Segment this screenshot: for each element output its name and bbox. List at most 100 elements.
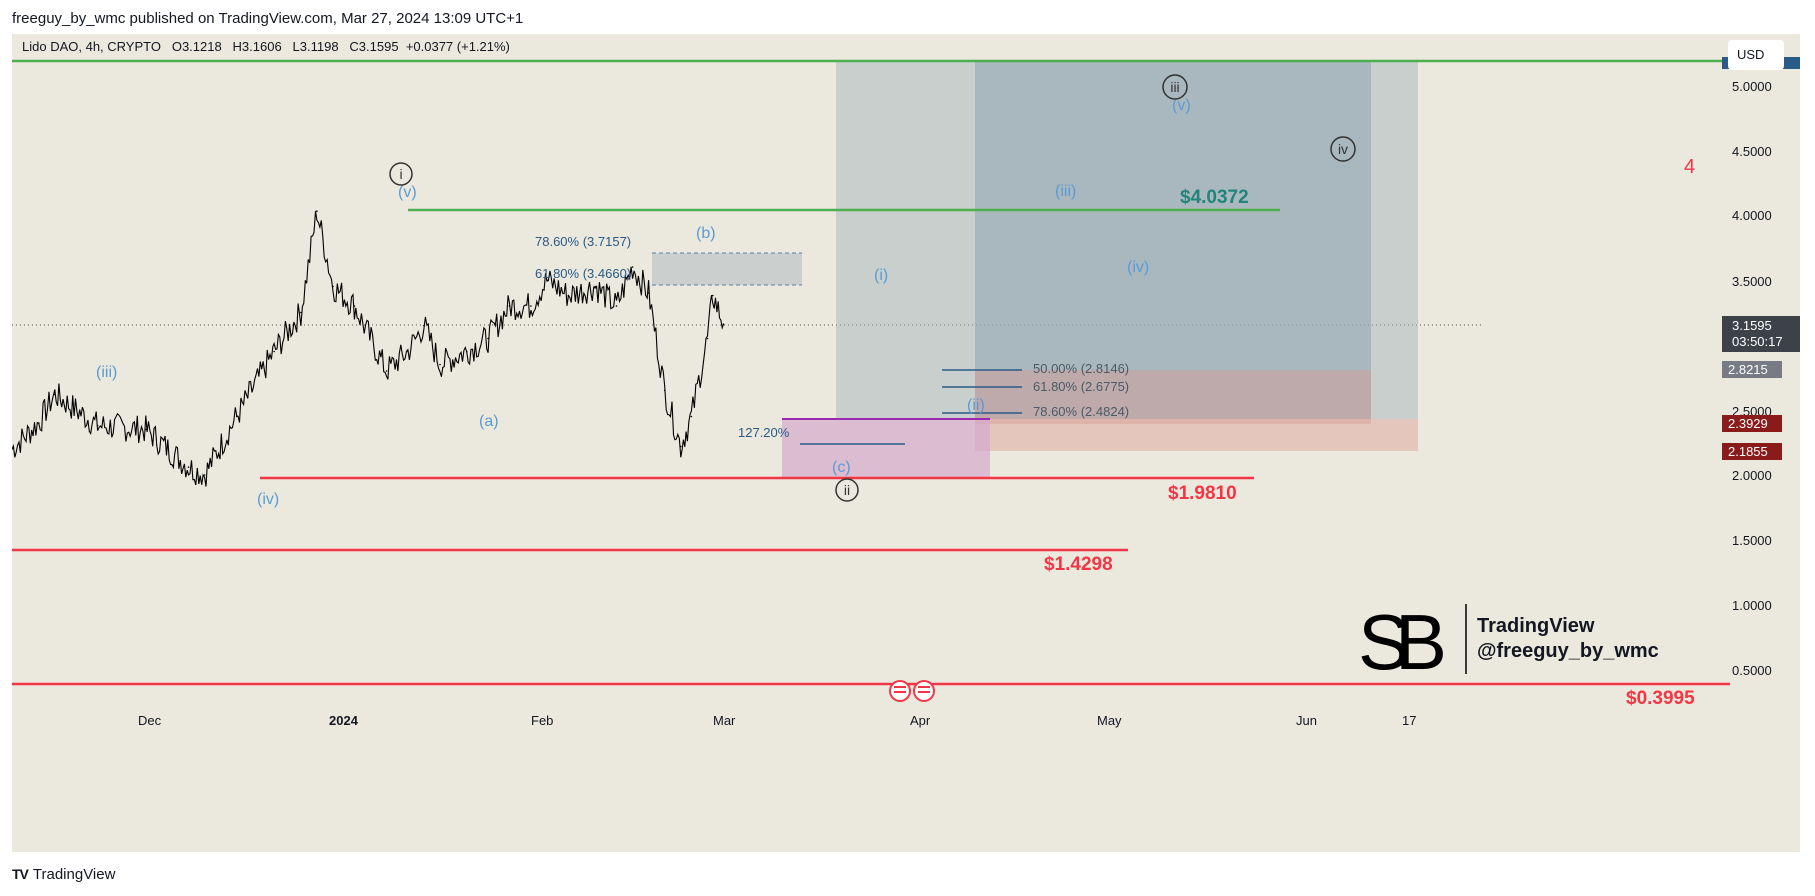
retracement-box bbox=[652, 253, 802, 285]
svg-text:2.8215: 2.8215 bbox=[1728, 362, 1768, 377]
price-point bbox=[273, 350, 275, 353]
tradingview-logo-icon: TV bbox=[12, 866, 29, 882]
time-tick: Feb bbox=[531, 713, 553, 728]
svg-text:03:50:17: 03:50:17 bbox=[1732, 334, 1783, 349]
price-tick: 5.0000 bbox=[1732, 79, 1772, 94]
price-point bbox=[690, 415, 693, 418]
price-point bbox=[203, 474, 206, 476]
currency-button[interactable]: USD bbox=[1728, 40, 1784, 70]
wave-label: (v) bbox=[398, 184, 417, 201]
time-scale: Dec 2024 Feb Mar Apr May Jun 17 bbox=[138, 713, 1416, 728]
wave-label: (c) bbox=[832, 459, 851, 476]
price-tick: 3.5000 bbox=[1732, 274, 1772, 289]
wave-label: (i) bbox=[874, 267, 888, 284]
chart-panel[interactable]: $4.0372 $1.9810 $1.4298 $0.3995 78.60% (… bbox=[12, 34, 1800, 852]
price-tick: 0.5000 bbox=[1732, 663, 1772, 678]
legend-open: O3.1218 bbox=[171, 39, 222, 54]
fib-label-618b: 61.80% (2.6775) bbox=[1033, 379, 1129, 394]
author-logo: S B bbox=[1358, 598, 1447, 686]
price-point bbox=[38, 422, 40, 424]
price-chart[interactable]: $4.0372 $1.9810 $1.4298 $0.3995 78.60% (… bbox=[12, 34, 1800, 852]
legend-symbol: Lido DAO, 4h, CRYPTO bbox=[22, 39, 161, 54]
price-point bbox=[487, 337, 489, 340]
fib-label-1272: 127.20% bbox=[738, 425, 790, 440]
publish-info: freeguy_by_wmc published on TradingView.… bbox=[12, 10, 524, 27]
position-box-inner bbox=[975, 61, 1371, 419]
price-series-line bbox=[12, 210, 725, 487]
price-point bbox=[631, 266, 634, 268]
red-annotation: 4 bbox=[1684, 156, 1695, 178]
svg-text:iv: iv bbox=[1338, 141, 1348, 157]
price-tick: 1.5000 bbox=[1732, 533, 1772, 548]
svg-text:iii: iii bbox=[1170, 79, 1179, 95]
price-scale: 5.0000 4.5000 4.0000 3.5000 2.5000 2.000… bbox=[1732, 79, 1772, 678]
circled-wave-iv: iv bbox=[1330, 136, 1356, 162]
price-tick: 2.0000 bbox=[1732, 468, 1772, 483]
wave-label: (a) bbox=[479, 413, 499, 430]
level-label-1-4298: $1.4298 bbox=[1044, 554, 1113, 575]
wave-label: (v) bbox=[1172, 97, 1191, 114]
price-point bbox=[423, 324, 425, 327]
level-label-0-3995: $0.3995 bbox=[1626, 688, 1695, 709]
price-tag-2-8215: 2.8215 bbox=[1722, 361, 1782, 378]
legend: Lido DAO, 4h, CRYPTO O3.1218 H3.1606 L3.… bbox=[22, 39, 510, 54]
time-tick: 2024 bbox=[329, 713, 359, 728]
price-point bbox=[407, 350, 409, 353]
price-point bbox=[12, 448, 13, 450]
time-tick: Jun bbox=[1296, 713, 1317, 728]
svg-text:2.1855: 2.1855 bbox=[1728, 444, 1768, 459]
wave-label: (iii) bbox=[96, 364, 117, 381]
watermark-author: @freeguy_by_wmc bbox=[1477, 640, 1659, 662]
price-point bbox=[722, 323, 725, 326]
time-tick: 17 bbox=[1402, 713, 1416, 728]
footer: TV TradingView bbox=[0, 852, 1815, 896]
economic-event-icon[interactable] bbox=[889, 680, 935, 702]
price-tick: 1.0000 bbox=[1732, 598, 1772, 613]
price-point bbox=[96, 424, 99, 427]
price-point bbox=[680, 445, 682, 448]
price-tick: 4.5000 bbox=[1732, 144, 1772, 159]
current-price-tag: 3.1595 03:50:17 bbox=[1722, 316, 1800, 352]
price-point bbox=[712, 294, 714, 297]
circled-wave-iii: iii bbox=[1162, 74, 1188, 100]
svg-text:3.1595: 3.1595 bbox=[1732, 318, 1772, 333]
price-point bbox=[145, 428, 147, 431]
time-tick: Mar bbox=[713, 713, 736, 728]
price-point bbox=[187, 466, 190, 469]
time-tick: Dec bbox=[138, 713, 162, 728]
svg-text:2.3929: 2.3929 bbox=[1728, 416, 1768, 431]
stop-box-inner bbox=[975, 370, 1371, 424]
svg-text:S: S bbox=[1358, 598, 1410, 686]
circled-wave-ii: ii bbox=[835, 478, 859, 502]
price-series bbox=[12, 210, 725, 487]
tradingview-label: TradingView bbox=[32, 866, 116, 883]
time-tick: May bbox=[1097, 713, 1122, 728]
svg-text:ii: ii bbox=[844, 482, 850, 498]
price-point bbox=[706, 337, 709, 340]
price-point bbox=[546, 279, 548, 281]
legend-low: L3.1198 bbox=[292, 39, 339, 54]
fib-label-786b: 78.60% (2.4824) bbox=[1033, 404, 1129, 419]
price-point bbox=[439, 363, 441, 366]
watermark-brand: TradingView bbox=[1477, 615, 1595, 637]
price-point bbox=[54, 393, 56, 396]
price-point bbox=[353, 305, 356, 307]
svg-text:B: B bbox=[1395, 598, 1447, 686]
price-point bbox=[300, 311, 302, 314]
legend-high: H3.1606 bbox=[232, 39, 282, 54]
price-point bbox=[663, 389, 666, 392]
wave-label: (iv) bbox=[257, 491, 279, 508]
price-point bbox=[508, 305, 511, 307]
fib-label-618: 61.80% (3.4660) bbox=[535, 266, 631, 281]
level-label-4-0372: $4.0372 bbox=[1180, 187, 1249, 208]
level-label-1-9810: $1.9810 bbox=[1168, 483, 1237, 504]
wave-label: (ii) bbox=[967, 397, 985, 414]
wave-label: (iv) bbox=[1127, 259, 1149, 276]
wave-label: (iii) bbox=[1055, 183, 1076, 200]
price-point bbox=[567, 294, 570, 297]
price-point bbox=[530, 305, 532, 307]
tradingview-brand[interactable]: TV TradingView bbox=[12, 866, 115, 883]
fib-label-786: 78.60% (3.7157) bbox=[535, 234, 631, 249]
price-point bbox=[235, 415, 238, 418]
price-tag-2-3929: 2.3929 bbox=[1722, 415, 1782, 432]
